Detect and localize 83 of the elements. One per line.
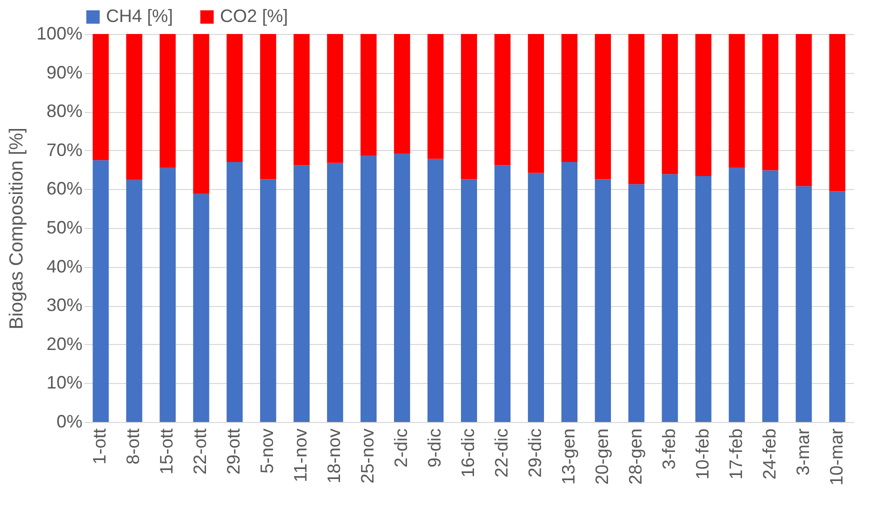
x-tick-label: 24-feb xyxy=(759,428,780,480)
bar xyxy=(561,34,578,162)
bar xyxy=(260,34,276,180)
y-tick-label: 90% xyxy=(46,62,82,82)
bar xyxy=(126,34,142,180)
y-tick-label: 0% xyxy=(56,412,82,432)
bar xyxy=(762,170,778,422)
x-tick-label: 10-mar xyxy=(826,428,846,486)
x-tick-label: 5-nov xyxy=(257,428,278,474)
x-tick-label: 22-ott xyxy=(190,428,210,475)
y-axis-title: Biogas Composition [%] xyxy=(6,128,28,330)
x-tick-label: 28-gen xyxy=(625,428,646,485)
bar xyxy=(528,34,544,173)
bar xyxy=(728,168,745,422)
bar xyxy=(796,34,812,186)
bar xyxy=(594,34,611,180)
bar xyxy=(662,34,678,174)
x-tick-label: 11-nov xyxy=(290,428,311,482)
legend-label: CO2 [%] xyxy=(220,6,288,26)
bar xyxy=(460,179,478,422)
bar xyxy=(294,165,310,422)
bar xyxy=(193,194,210,422)
x-tick-label: 22-dic xyxy=(491,428,512,478)
bar xyxy=(628,184,644,422)
bar xyxy=(528,172,544,422)
x-tick-label: 9-dic xyxy=(424,428,445,468)
bar xyxy=(394,34,410,154)
y-tick-label: 50% xyxy=(46,218,82,238)
bar xyxy=(662,174,678,422)
bar xyxy=(594,179,611,422)
bar xyxy=(92,34,109,160)
x-tick-label: 17-feb xyxy=(726,428,746,480)
bar xyxy=(460,34,478,180)
bar xyxy=(394,154,410,422)
bar xyxy=(160,168,176,422)
x-tick-label: 15-ott xyxy=(156,428,177,475)
bar xyxy=(494,165,511,422)
bar xyxy=(628,34,644,184)
x-tick-label: 2-dic xyxy=(391,428,412,468)
bar xyxy=(226,34,243,162)
x-tick-label: 16-dic xyxy=(458,428,478,478)
bar xyxy=(327,34,344,163)
bar xyxy=(294,34,310,166)
x-tick-label: 10-feb xyxy=(692,428,712,480)
bar xyxy=(327,162,344,422)
bar xyxy=(193,34,210,194)
y-tick-label: 100% xyxy=(36,24,82,44)
x-tick-label: 3-mar xyxy=(792,428,813,476)
bar xyxy=(695,34,712,176)
x-tick-label: 20-gen xyxy=(592,428,612,485)
x-tick-label: 25-nov xyxy=(358,428,378,484)
bar xyxy=(427,34,444,159)
legend-label: CH4 [%] xyxy=(106,6,174,26)
bar xyxy=(829,191,846,422)
y-tick-label: 60% xyxy=(46,178,82,199)
bar xyxy=(829,34,846,192)
bar xyxy=(360,156,377,422)
bar xyxy=(360,34,377,156)
bar xyxy=(762,34,778,170)
x-tick-label: 8-ott xyxy=(123,428,144,465)
bar xyxy=(92,160,109,422)
bar xyxy=(494,34,511,166)
bar xyxy=(260,179,276,422)
bar xyxy=(226,162,243,422)
x-tick-label: 3-feb xyxy=(658,428,679,470)
x-tick-label: 29-dic xyxy=(524,428,545,478)
bar xyxy=(126,180,142,422)
y-tick-label: 70% xyxy=(46,140,82,160)
bar xyxy=(796,186,812,422)
y-tick-label: 30% xyxy=(46,295,82,316)
bar xyxy=(728,34,745,168)
x-tick-label: 18-nov xyxy=(324,428,344,484)
x-tick-label: 13-gen xyxy=(558,428,578,485)
x-tick-label: 29-ott xyxy=(224,428,244,475)
bar xyxy=(160,34,176,168)
y-tick-label: 40% xyxy=(46,256,82,276)
bar xyxy=(695,176,712,422)
y-tick-label: 80% xyxy=(46,101,82,122)
x-tick-label: 1-ott xyxy=(90,428,110,465)
bar xyxy=(427,158,444,422)
bar xyxy=(561,162,578,422)
y-tick-label: 10% xyxy=(46,372,82,393)
y-tick-label: 20% xyxy=(46,334,82,354)
